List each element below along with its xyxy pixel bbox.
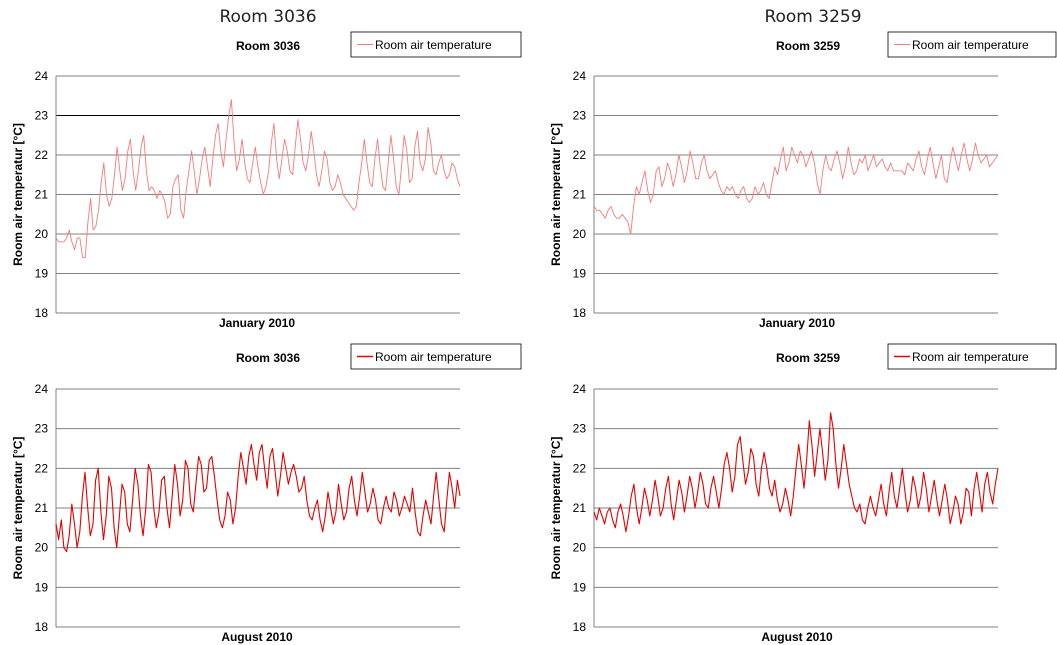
legend: Room air temperature xyxy=(887,343,1057,370)
y-axis-label: Room air temperatur [°C] xyxy=(11,437,25,580)
y-tick-label: 19 xyxy=(573,267,587,281)
legend-box xyxy=(350,343,522,370)
y-tick-label: 24 xyxy=(35,69,49,83)
y-tick-label: 18 xyxy=(35,620,49,634)
y-tick-label: 23 xyxy=(573,422,587,436)
y-tick-label: 22 xyxy=(573,148,587,162)
series-line-room-air-temperature xyxy=(55,99,461,259)
y-tick-label: 24 xyxy=(573,382,587,396)
x-axis-label: January 2010 xyxy=(759,316,835,330)
y-tick-label: 18 xyxy=(573,620,587,634)
x-axis-label: January 2010 xyxy=(219,316,295,330)
y-tick-label: 22 xyxy=(35,148,49,162)
y-tick-label: 20 xyxy=(573,227,587,241)
legend-box xyxy=(887,31,1057,58)
y-tick-label: 23 xyxy=(573,109,587,123)
y-tick-label: 18 xyxy=(35,306,49,320)
legend-label: Room air temperature xyxy=(912,350,1029,364)
legend: Room air temperature xyxy=(350,343,522,370)
legend: Room air temperature xyxy=(350,31,522,58)
y-tick-label: 21 xyxy=(573,188,587,202)
chart-panel-room3036-august: 18 19 20 21 22 23 24 Room 3036 August 2010 Room a… xyxy=(11,343,522,644)
y-axis-label: Room air temperatur [°C] xyxy=(549,437,563,580)
column-title-left: Room 3036 xyxy=(219,7,316,27)
chart-title: Room 3036 xyxy=(236,39,300,53)
x-axis-label: August 2010 xyxy=(221,630,293,644)
chart-title: Room 3036 xyxy=(236,351,300,365)
y-tick-label: 19 xyxy=(573,580,587,594)
y-tick-label: 21 xyxy=(35,501,49,515)
legend-label: Room air temperature xyxy=(912,38,1029,52)
series-line-room-air-temperature xyxy=(593,412,999,533)
y-tick-label: 20 xyxy=(35,227,49,241)
chart-panel-room3036-january: 18 19 20 21 22 23 24 Room 3036 January 2010 Room … xyxy=(11,31,522,330)
x-axis-label: August 2010 xyxy=(761,630,833,644)
y-tick-label: 19 xyxy=(35,267,49,281)
y-tick-label: 23 xyxy=(35,422,49,436)
y-tick-label: 19 xyxy=(35,580,49,594)
y-tick-label: 20 xyxy=(35,541,49,555)
chart-panel-room3259-august: 18 19 20 21 22 23 24 Room 3259 August 2010 Room a… xyxy=(549,343,1057,644)
y-tick-label: 21 xyxy=(35,188,49,202)
series-line-room-air-temperature xyxy=(593,142,999,235)
chart-panel-room3259-january: 18 19 20 21 22 23 24 Room 3259 January 2010 Room … xyxy=(549,31,1057,330)
y-tick-label: 18 xyxy=(573,306,587,320)
legend-box xyxy=(350,31,522,58)
legend-label: Room air temperature xyxy=(375,350,492,364)
y-axis-label: Room air temperatur [°C] xyxy=(11,123,25,266)
y-tick-label: 24 xyxy=(573,69,587,83)
series-line-room-air-temperature xyxy=(55,443,461,553)
legend-label: Room air temperature xyxy=(375,38,492,52)
y-tick-label: 22 xyxy=(573,461,587,475)
y-axis-label: Room air temperatur [°C] xyxy=(549,123,563,266)
y-tick-label: 22 xyxy=(35,461,49,475)
chart-title: Room 3259 xyxy=(776,39,840,53)
y-tick-label: 21 xyxy=(573,501,587,515)
column-title-right: Room 3259 xyxy=(764,7,861,27)
chart-title: Room 3259 xyxy=(776,351,840,365)
y-tick-label: 23 xyxy=(35,109,49,123)
legend-box xyxy=(887,343,1057,370)
y-tick-label: 20 xyxy=(573,541,587,555)
y-tick-label: 24 xyxy=(35,382,49,396)
legend: Room air temperature xyxy=(887,31,1057,58)
